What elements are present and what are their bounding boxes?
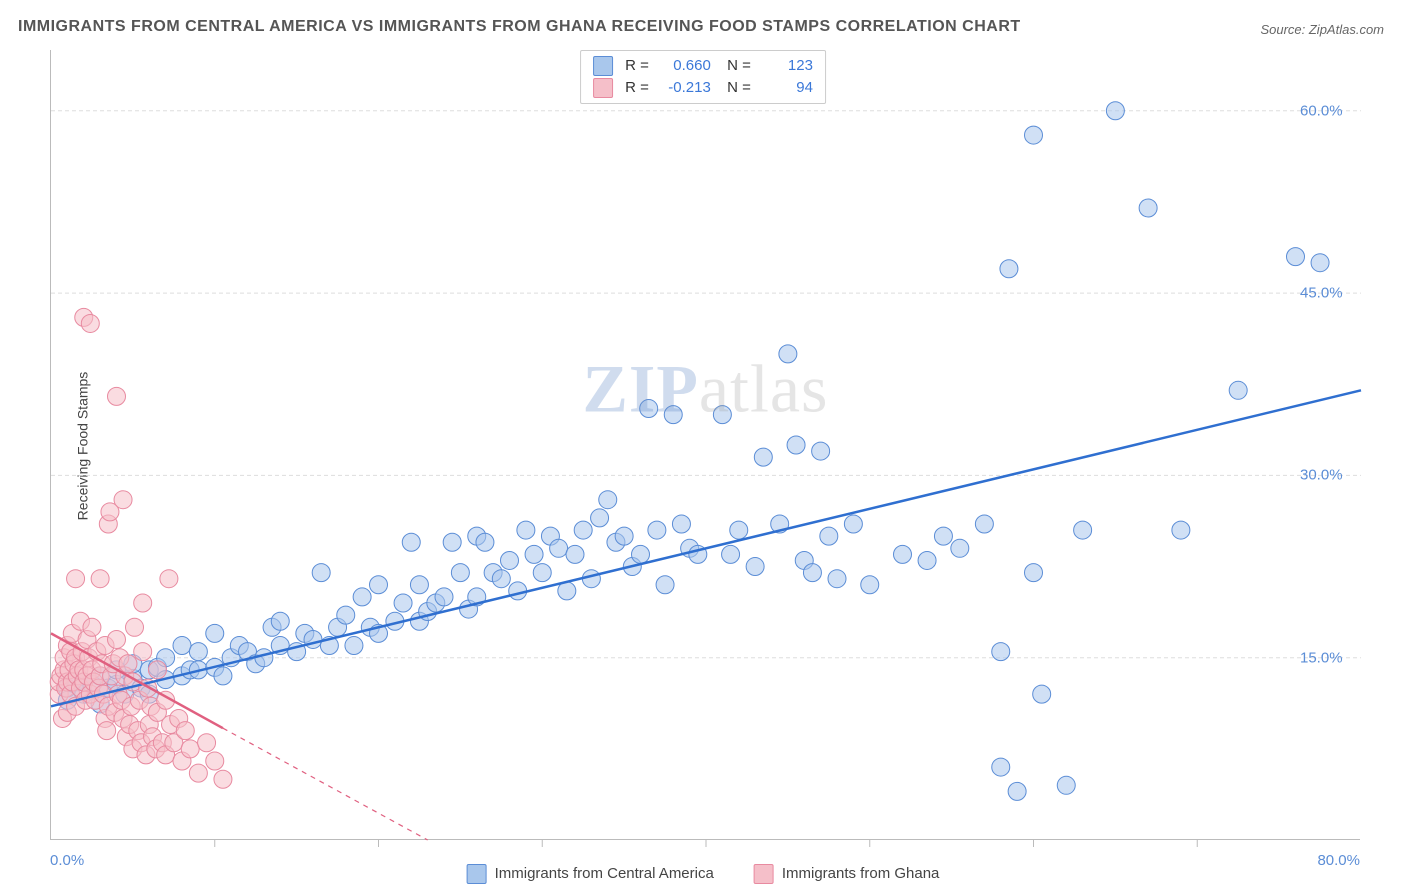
legend-swatch-1 xyxy=(467,864,487,884)
legend-label-2: Immigrants from Ghana xyxy=(782,865,940,882)
chart-container: IMMIGRANTS FROM CENTRAL AMERICA VS IMMIG… xyxy=(0,0,1406,892)
r-value-1: 0.660 xyxy=(653,55,711,77)
r-label-2: R = xyxy=(625,77,649,99)
legend-swatch-2 xyxy=(754,864,774,884)
y-tick-label: 15.0% xyxy=(1300,649,1343,666)
chart-svg xyxy=(51,50,1360,839)
chart-title: IMMIGRANTS FROM CENTRAL AMERICA VS IMMIG… xyxy=(18,18,1021,36)
y-tick-label: 60.0% xyxy=(1300,102,1343,119)
swatch-series-2 xyxy=(593,78,613,98)
y-tick-label: 45.0% xyxy=(1300,285,1343,302)
correlation-stats-box: R = 0.660 N = 123 R = -0.213 N = 94 xyxy=(580,50,826,104)
plot-area: ZIPatlas xyxy=(50,50,1360,840)
legend-label-1: Immigrants from Central America xyxy=(495,865,714,882)
stats-row-series-2: R = -0.213 N = 94 xyxy=(593,77,813,99)
n-label-1: N = xyxy=(727,55,751,77)
n-value-1: 123 xyxy=(755,55,813,77)
swatch-series-1 xyxy=(593,56,613,76)
legend-item-1: Immigrants from Central America xyxy=(467,864,714,884)
source-attribution: Source: ZipAtlas.com xyxy=(1260,22,1384,37)
x-tick-label: 80.0% xyxy=(1317,852,1360,869)
x-tick-label: 0.0% xyxy=(50,852,84,869)
n-value-2: 94 xyxy=(755,77,813,99)
n-label-2: N = xyxy=(727,77,751,99)
r-label-1: R = xyxy=(625,55,649,77)
y-tick-label: 30.0% xyxy=(1300,467,1343,484)
bottom-legend: Immigrants from Central America Immigran… xyxy=(467,864,940,884)
stats-row-series-1: R = 0.660 N = 123 xyxy=(593,55,813,77)
r-value-2: -0.213 xyxy=(653,77,711,99)
legend-item-2: Immigrants from Ghana xyxy=(754,864,940,884)
